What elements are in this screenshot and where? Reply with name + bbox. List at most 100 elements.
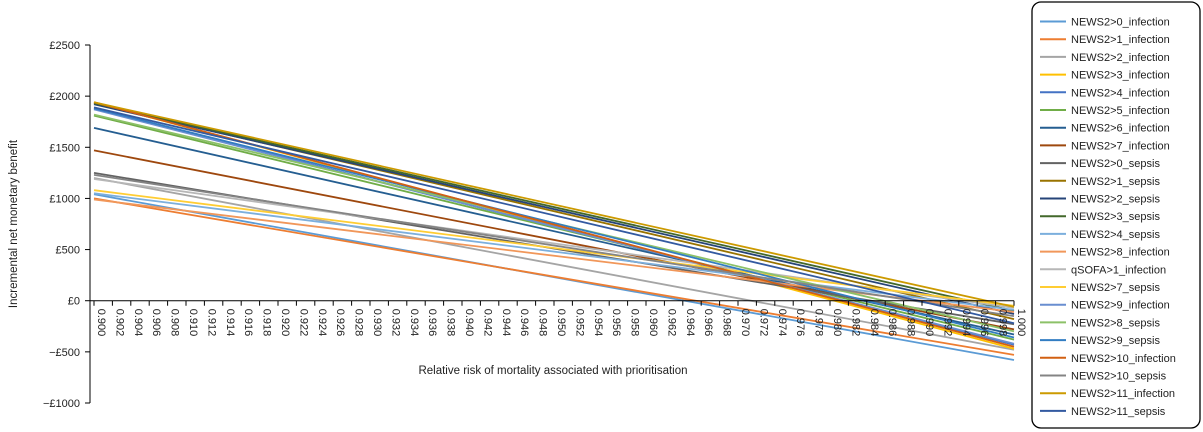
legend-item: NEWS2>2_sepsis [1040,194,1160,206]
x-tick-label: 0.922 [297,309,309,337]
x-tick-label: 0.914 [224,309,236,337]
legend: NEWS2>0_infection NEWS2>1_infection NEWS2>… [1031,1,1201,429]
x-tick-label: 0.930 [371,309,383,337]
legend-item: NEWS2>1_infection [1040,34,1170,46]
legend-item: NEWS2>7_sepsis [1040,282,1160,294]
x-tick-label: 0.980 [831,309,843,337]
legend-item: NEWS2>0_sepsis [1040,158,1160,170]
x-tick-label: 0.954 [592,309,604,337]
legend-item: NEWS2>9_infection [1040,300,1170,312]
legend-label: NEWS2>3_infection [1071,70,1170,82]
x-tick-label: 0.972 [757,309,769,337]
legend-label: NEWS2>6_infection [1071,123,1170,135]
x-tick-label: 0.996 [978,309,990,337]
legend-label: NEWS2>5_infection [1071,105,1170,117]
legend-label: NEWS2>9_sepsis [1071,335,1160,347]
x-tick-label: 0.946 [518,309,530,337]
legend-label: NEWS2>4_sepsis [1071,229,1160,241]
x-tick-label: 0.936 [426,309,438,337]
x-tick-label: 0.916 [242,309,254,337]
y-tick-label: £500 [56,245,80,257]
legend-box [1031,1,1201,429]
series-line [93,197,1015,356]
x-tick-label: 0.928 [353,309,365,337]
x-tick-label: 1.000 [1015,309,1027,337]
x-tick-label: 0.956 [610,309,622,337]
legend-item: NEWS2>3_infection [1040,70,1170,82]
x-tick-label: 0.920 [279,309,291,337]
x-tick-label: 0.966 [702,309,714,337]
legend-label: qSOFA>1_infection [1071,264,1166,276]
x-tick-label: 0.998 [997,309,1009,337]
legend-item: NEWS2>8_infection [1040,247,1170,259]
legend-item: NEWS2>4_sepsis [1040,229,1160,241]
x-tick-label: 0.926 [334,309,346,337]
x-tick-label: 0.942 [481,309,493,337]
y-axis-ticks: £2500 £2000 £1500 £1000 £500 £0 −£500 −£1000 [43,40,90,410]
series-line [93,101,1015,308]
x-tick-label: 0.932 [389,309,401,337]
legend-label: NEWS2>11_sepsis [1071,406,1166,418]
legend-label: NEWS2>1_sepsis [1071,176,1160,188]
x-tick-label: 0.952 [573,309,585,337]
y-tick-label: £0 [68,296,80,308]
x-tick-label: 0.934 [408,309,420,337]
x-tick-label: 0.940 [463,309,475,337]
x-tick-label: 0.986 [886,309,898,337]
x-tick-label: 0.992 [941,309,953,337]
series-line [93,174,1015,317]
series-line [93,192,1015,311]
legend-item: NEWS2>0_infection [1040,17,1170,29]
x-axis-ticks: 0.900 0.902 0.904 0.906 0.908 0.910 0.912 0.914… [93,300,1027,337]
x-tick-label: 0.962 [665,309,677,337]
y-tick-label: £1500 [49,142,80,154]
series-line [93,106,1015,325]
legend-item: NEWS2>3_sepsis [1040,211,1160,223]
legend-label: NEWS2>7_infection [1071,140,1170,152]
x-tick-label: 0.984 [868,309,880,337]
x-tick-label: 0.976 [794,309,806,337]
legend-item: NEWS2>10_infection [1040,353,1176,365]
legend-item: NEWS2>2_infection [1040,52,1170,64]
legend-label: NEWS2>0_infection [1071,17,1170,29]
series-line [93,102,1015,312]
x-tick-label: 0.960 [647,309,659,337]
y-tick-label: £1000 [49,193,80,205]
y-axis-title: Incremental net monetary benefit [8,139,20,308]
y-tick-label: −£500 [49,347,80,359]
series-line [93,177,1015,351]
y-tick-label: −£1000 [43,398,80,410]
legend-item: NEWS2>11_infection [1040,388,1175,400]
series-line [93,103,1015,315]
x-tick-label: 0.994 [960,309,972,337]
legend-label: NEWS2>1_infection [1071,34,1170,46]
x-tick-label: 0.906 [150,309,162,337]
legend-label: NEWS2>2_sepsis [1071,194,1160,206]
x-tick-label: 0.944 [500,309,512,337]
x-tick-label: 0.982 [849,309,861,337]
x-tick-label: 0.900 [95,309,107,337]
legend-label: NEWS2>10_sepsis [1071,371,1167,383]
legend-item: NEWS2>7_infection [1040,140,1170,152]
legend-item: NEWS2>8_sepsis [1040,317,1160,329]
y-tick-label: £2500 [49,40,80,52]
legend-label: NEWS2>0_sepsis [1071,158,1160,170]
plot-lines [93,101,1015,361]
legend-item: NEWS2>9_sepsis [1040,335,1160,347]
series-line [93,107,1015,339]
x-tick-label: 0.968 [721,309,733,337]
x-tick-label: 0.950 [555,309,567,337]
legend-label: NEWS2>3_sepsis [1071,211,1160,223]
series-line [93,114,1015,341]
x-tick-label: 0.948 [537,309,549,337]
x-tick-label: 0.988 [905,309,917,337]
legend-item: NEWS2>5_infection [1040,105,1170,117]
x-tick-label: 0.904 [132,309,144,337]
legend-item: NEWS2>6_infection [1040,123,1170,135]
x-tick-label: 0.924 [316,309,328,337]
x-tick-label: 0.970 [739,309,751,337]
legend-label: NEWS2>9_infection [1071,300,1170,312]
legend-items: NEWS2>0_infection NEWS2>1_infection NEWS2>… [1040,17,1176,418]
x-tick-label: 0.902 [113,309,125,337]
